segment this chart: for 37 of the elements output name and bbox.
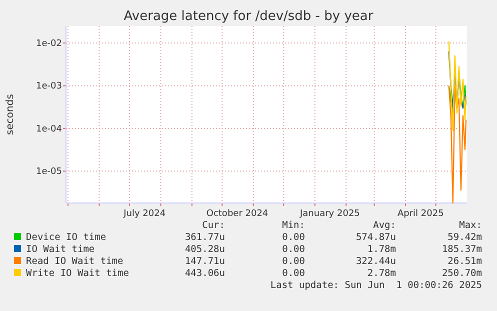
legend-label: Device IO time bbox=[26, 232, 106, 243]
y-tick-label: 1e-03 bbox=[36, 82, 62, 92]
legend-label: Read IO Wait time bbox=[26, 256, 124, 267]
text: 574.87u bbox=[356, 232, 396, 243]
text: 0.00 bbox=[282, 244, 306, 255]
text: 443.06u bbox=[184, 268, 225, 279]
line-series bbox=[448, 40, 467, 132]
text: 2.78m bbox=[367, 268, 396, 279]
text: 147.71u bbox=[184, 256, 225, 267]
legend-label: IO Wait time bbox=[26, 244, 95, 255]
text: 250.70m bbox=[442, 268, 482, 279]
text: Cur: bbox=[202, 220, 225, 231]
y-tick-label: 1e-05 bbox=[36, 167, 62, 178]
text: 26.51m bbox=[448, 256, 482, 267]
y-axis-title: seconds bbox=[5, 94, 16, 135]
y-tick-label: 1e-02 bbox=[36, 39, 62, 49]
text: Last update: Sun Jun 1 00:00:26 2025 bbox=[270, 280, 482, 291]
text: 59.42m bbox=[448, 232, 482, 243]
x-tick-label: October 2024 bbox=[206, 209, 268, 219]
text: 361.77u bbox=[184, 232, 225, 243]
text: 0.00 bbox=[282, 268, 306, 279]
y-tick-label: 1e-04 bbox=[36, 124, 62, 134]
text: 0.00 bbox=[282, 232, 306, 243]
text: 185.37m bbox=[442, 244, 482, 255]
text: 322.44u bbox=[356, 256, 396, 267]
text: 0.00 bbox=[282, 256, 306, 267]
text: 1.78m bbox=[367, 244, 396, 255]
x-tick-label: January 2025 bbox=[299, 209, 360, 219]
text: Max: bbox=[459, 220, 482, 231]
chart-title: Average latency for /dev/sdb - by year bbox=[124, 9, 374, 24]
text: Min: bbox=[282, 220, 305, 231]
text: Avg: bbox=[373, 220, 396, 231]
legend-label: Write IO Wait time bbox=[26, 268, 130, 279]
line-series bbox=[448, 85, 467, 204]
x-tick-label: July 2024 bbox=[122, 209, 166, 219]
x-tick-label: April 2025 bbox=[397, 209, 444, 219]
text: 405.28u bbox=[184, 244, 225, 255]
